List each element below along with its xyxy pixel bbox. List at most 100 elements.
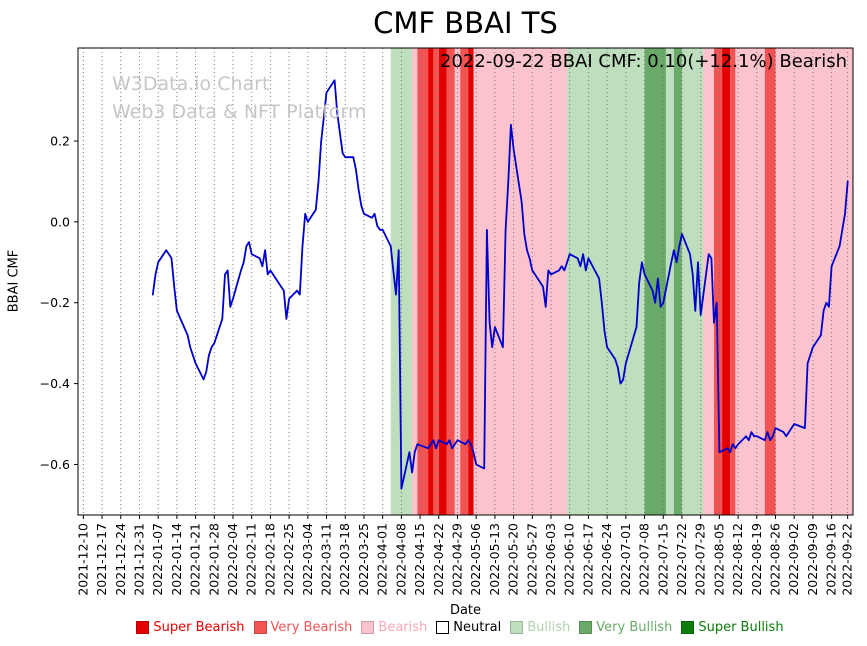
x-tick-label: 2022-03-25 xyxy=(356,523,371,596)
sentiment-band-bearish xyxy=(775,48,853,515)
sentiment-band-very-bearish xyxy=(460,48,469,515)
legend-label: Bearish xyxy=(378,620,428,635)
sentiment-band-bullish xyxy=(567,48,645,515)
legend-item-bearish: Bearish xyxy=(361,620,427,635)
x-tick-label: 2022-01-21 xyxy=(188,523,203,596)
x-tick-label: 2022-04-08 xyxy=(393,523,408,596)
x-tick-label: 2022-03-04 xyxy=(300,523,315,596)
legend-item-super-bearish: Super Bearish xyxy=(136,620,245,635)
x-tick-label: 2022-06-24 xyxy=(599,523,614,596)
legend-item-very-bullish: Very Bullish xyxy=(579,620,672,635)
x-tick-label: 2022-05-20 xyxy=(506,523,521,596)
x-tick-label: 2022-01-14 xyxy=(169,523,184,596)
x-tick-label: 2022-07-01 xyxy=(618,523,633,596)
legend-swatch xyxy=(253,621,267,634)
x-tick-label: 2021-12-31 xyxy=(131,523,146,596)
legend-item-neutral: Neutral xyxy=(436,620,501,635)
y-tick-label: −0.2 xyxy=(40,295,70,310)
x-tick-label: 2022-01-28 xyxy=(206,523,221,596)
y-tick-label: −0.4 xyxy=(40,376,70,391)
x-tick-label: 2022-07-15 xyxy=(655,523,670,596)
x-tick-label: 2021-12-24 xyxy=(113,523,128,596)
x-tick-label: 2022-02-04 xyxy=(225,523,240,596)
x-tick-label: 2022-09-22 xyxy=(840,523,855,596)
legend-swatch xyxy=(436,621,450,634)
watermark-line1: W3Data.io Chart xyxy=(112,73,270,95)
legend-swatch xyxy=(510,621,524,634)
x-tick-label: 2022-07-22 xyxy=(674,523,689,596)
x-tick-label: 2021-12-10 xyxy=(75,523,90,596)
legend: Super Bearish Very Bearish Bearish Neutral B… xyxy=(60,620,860,635)
x-tick-label: 2022-06-10 xyxy=(562,523,577,596)
x-tick-label: 2022-05-06 xyxy=(468,523,483,596)
legend-label: Bullish xyxy=(527,620,571,635)
x-tick-label: 2022-07-08 xyxy=(637,523,652,596)
chart-title: CMF BBAI TS xyxy=(373,6,558,40)
legend-swatch xyxy=(136,621,150,634)
sentiment-band-super-bearish xyxy=(428,48,434,515)
sentiment-band-bearish xyxy=(703,48,714,515)
sentiment-band-super-bearish xyxy=(468,48,474,515)
x-tick-label: 2021-12-17 xyxy=(94,523,109,596)
x-tick-label: 2022-02-11 xyxy=(244,523,259,596)
legend-item-bullish: Bullish xyxy=(510,620,570,635)
y-axis-label: BBAI CMF xyxy=(6,249,22,313)
x-axis-label: Date xyxy=(449,603,482,618)
plot-border xyxy=(77,47,854,516)
legend-label: Very Bullish xyxy=(596,620,673,635)
sentiment-band-bearish xyxy=(735,48,765,515)
sentiment-band-bullish xyxy=(665,48,674,515)
x-tick-label: 2022-04-01 xyxy=(375,523,390,596)
sentiment-band-super-bearish xyxy=(438,48,447,515)
x-tick-label: 2022-02-25 xyxy=(281,523,296,596)
y-tick-label: −0.6 xyxy=(40,457,70,472)
sentiment-band-very-bullish xyxy=(644,48,666,515)
x-tick-label: 2022-07-29 xyxy=(693,523,708,596)
sentiment-band-very-bearish xyxy=(446,48,455,515)
legend-swatch xyxy=(681,621,695,634)
y-tick-label: 0.0 xyxy=(50,214,70,229)
x-tick-label: 2022-04-22 xyxy=(431,523,446,596)
watermark-line2: Web3 Data & NFT Platform xyxy=(112,101,367,123)
sentiment-band-very-bearish xyxy=(764,48,776,515)
x-tick-label: 2022-08-05 xyxy=(711,523,726,596)
legend-item-super-bullish: Super Bullish xyxy=(681,620,784,635)
sentiment-band-bullish xyxy=(390,48,413,515)
x-tick-label: 2022-09-09 xyxy=(805,523,820,596)
legend-swatch xyxy=(361,621,375,634)
sentiment-band-very-bullish xyxy=(673,48,682,515)
legend-label: Super Bearish xyxy=(153,620,245,635)
x-tick-label: 2022-08-26 xyxy=(768,523,783,596)
x-tick-label: 2022-03-11 xyxy=(319,523,334,596)
x-tick-label: 2022-08-19 xyxy=(749,523,764,596)
sentiment-band-very-bearish xyxy=(417,48,429,515)
x-tick-label: 2022-04-15 xyxy=(412,523,427,596)
x-tick-label: 2022-09-16 xyxy=(824,523,839,596)
x-tick-label: 2022-04-29 xyxy=(449,523,464,596)
latest-value-annotation: 2022-09-22 BBAI CMF: 0.10(+12.1%) Bearis… xyxy=(440,51,847,72)
sentiment-band-very-bearish xyxy=(714,48,722,515)
x-tick-label: 2022-08-12 xyxy=(730,523,745,596)
x-tick-label: 2022-01-07 xyxy=(150,523,165,596)
sentiment-band-super-bearish xyxy=(722,48,731,515)
legend-label: Neutral xyxy=(453,620,502,635)
legend-swatch xyxy=(579,621,593,634)
cmf-line xyxy=(151,79,849,490)
sentiment-band-very-bearish xyxy=(730,48,736,515)
legend-item-very-bearish: Very Bearish xyxy=(253,620,352,635)
legend-label: Super Bullish xyxy=(698,620,784,635)
x-tick-label: 2022-06-03 xyxy=(543,523,558,596)
sentiment-band-bearish xyxy=(454,48,461,515)
x-tick-label: 2022-02-18 xyxy=(262,523,277,596)
x-tick-label: 2022-05-27 xyxy=(524,523,539,596)
x-tick-label: 2022-05-13 xyxy=(487,523,502,596)
x-tick-label: 2022-09-02 xyxy=(786,523,801,596)
y-tick-label: 0.2 xyxy=(50,133,70,148)
x-tick-label: 2022-03-18 xyxy=(337,523,352,596)
watermark: W3Data.io Chart Web3 Data & NFT Platform xyxy=(112,70,366,126)
sentiment-band-very-bearish xyxy=(433,48,439,515)
x-tick-label: 2022-06-17 xyxy=(580,523,595,596)
sentiment-band-bearish xyxy=(412,48,418,515)
